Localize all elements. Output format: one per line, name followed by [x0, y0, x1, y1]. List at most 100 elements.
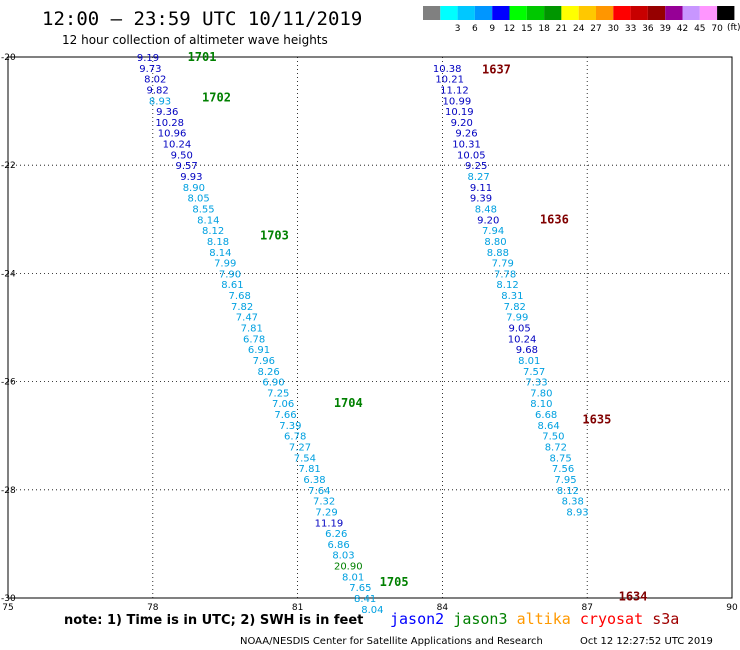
data-point-label: 7.96 — [253, 356, 275, 367]
data-point-label: 8.14 — [209, 248, 231, 259]
scale-swatch — [492, 6, 510, 20]
data-point-label: 9.73 — [139, 64, 161, 75]
scale-label: 15 — [521, 24, 532, 34]
scale-label: 27 — [590, 24, 601, 34]
data-point-label: 6.38 — [303, 475, 325, 486]
data-point-label: 8.03 — [332, 551, 354, 562]
data-point-label: 8.48 — [475, 204, 497, 215]
data-point-label: 8.26 — [258, 367, 280, 378]
data-point-label: 8.01 — [518, 356, 540, 367]
data-point-label: 9.68 — [516, 345, 538, 356]
data-point-label: 6.90 — [262, 378, 284, 389]
data-point-label: 9.20 — [477, 215, 499, 226]
x-tick-label: 75 — [2, 603, 13, 613]
data-point-label: 8.05 — [188, 194, 210, 205]
data-point-label: 6.68 — [535, 410, 557, 421]
data-point-label: 7.57 — [523, 367, 545, 378]
data-point-label: 8.90 — [183, 183, 205, 194]
scale-swatch — [526, 6, 545, 20]
data-point-label: 7.64 — [308, 486, 330, 497]
data-point-label: 6.78 — [284, 432, 306, 443]
data-point-label: 7.54 — [294, 453, 316, 464]
data-point-label: 7.33 — [525, 378, 547, 389]
data-point-label: 10.24 — [508, 334, 537, 345]
x-tick-label: 90 — [726, 603, 738, 613]
scale-swatch — [578, 6, 596, 20]
pass-label: 1705 — [380, 575, 409, 589]
data-point-label: 9.11 — [470, 183, 492, 194]
data-point-label: 8.64 — [537, 421, 559, 432]
data-point-label: 7.81 — [241, 324, 263, 335]
data-point-label: 9.26 — [455, 129, 477, 140]
data-point-label: 7.25 — [267, 388, 289, 399]
data-point-label: 7.65 — [349, 583, 371, 594]
scale-label: 18 — [538, 24, 550, 34]
data-point-label: 10.38 — [433, 64, 462, 75]
data-point-label: 8.12 — [557, 486, 579, 497]
data-point-label: 6.86 — [327, 540, 349, 551]
data-point-label: 7.90 — [219, 269, 241, 280]
data-point-label: 8.18 — [207, 237, 229, 248]
data-point-label: 6.91 — [248, 345, 270, 356]
scale-label: 36 — [642, 24, 654, 34]
scale-label: 21 — [556, 24, 567, 34]
pass-label: 1635 — [582, 412, 611, 426]
data-point-label: 10.99 — [443, 96, 472, 107]
data-point-label: 9.19 — [137, 53, 159, 64]
pass-label: 1636 — [540, 212, 569, 226]
satellite-legend: jason2 jason3 altika cryosat s3a — [390, 610, 679, 628]
data-point-label: 8.41 — [354, 594, 376, 605]
scale-label: 30 — [608, 24, 620, 34]
x-tick-label: 84 — [437, 603, 449, 613]
scale-label: 70 — [711, 24, 723, 34]
data-point-label: 8.27 — [467, 172, 489, 183]
scale-swatch — [561, 6, 579, 20]
scale-swatch — [682, 6, 700, 20]
data-point-label: 9.50 — [171, 150, 193, 161]
pass-label: 1702 — [202, 91, 231, 105]
data-point-label: 7.32 — [313, 497, 335, 508]
data-point-label: 10.96 — [158, 129, 187, 140]
data-point-label: 8.31 — [501, 291, 523, 302]
plot-area: 75 78 81 84 87 90 -20 -22 -24 -26 -28 -30 9.199.73… — [1, 50, 738, 616]
data-point-label: 7.78 — [494, 269, 516, 280]
data-point-label: 8.38 — [562, 497, 584, 508]
data-point-label: 10.19 — [445, 107, 474, 118]
data-point-label: 11.12 — [440, 85, 469, 96]
data-point-label: 7.79 — [492, 259, 514, 270]
data-point-label: 8.80 — [484, 237, 506, 248]
data-point-label: 8.72 — [545, 443, 567, 454]
x-tick-label: 87 — [581, 603, 592, 613]
data-point-label: 8.75 — [550, 453, 572, 464]
data-point-label: 7.47 — [236, 313, 258, 324]
scale-swatch — [699, 6, 718, 20]
data-point-label: 10.05 — [457, 150, 486, 161]
data-point-label: 7.82 — [504, 302, 526, 313]
scale-label: 9 — [489, 24, 495, 34]
scale-units: (ft) — [727, 23, 740, 33]
data-point-label: 8.10 — [530, 399, 552, 410]
x-tick-label: 78 — [147, 603, 159, 613]
data-point-label: 10.21 — [435, 75, 464, 86]
data-point-label: 8.14 — [197, 215, 219, 226]
scale-swatch — [596, 6, 614, 20]
data-point-label: 8.55 — [192, 204, 214, 215]
satellite-cryosat: cryosat — [580, 610, 643, 628]
scale-swatch — [423, 6, 441, 20]
scale-swatch — [665, 6, 683, 20]
data-point-label: 10.31 — [452, 140, 481, 151]
y-tick-label: -24 — [1, 269, 16, 279]
data-point-label: 7.39 — [279, 421, 301, 432]
data-point-label: 7.66 — [274, 410, 296, 421]
data-point-label: 7.29 — [315, 507, 337, 518]
data-point-label: 8.02 — [144, 75, 166, 86]
footer-timestamp: Oct 12 12:27:52 UTC 2019 — [580, 636, 713, 647]
data-point-label: 7.95 — [554, 475, 576, 486]
scale-label: 6 — [472, 24, 478, 34]
data-point-label: 7.06 — [272, 399, 294, 410]
plot-frame — [7, 56, 733, 599]
pass-label: 1703 — [260, 229, 289, 243]
pass-label: 1634 — [619, 589, 648, 603]
data-points: 9.199.738.029.828.939.3610.2810.9610.249… — [137, 53, 589, 616]
